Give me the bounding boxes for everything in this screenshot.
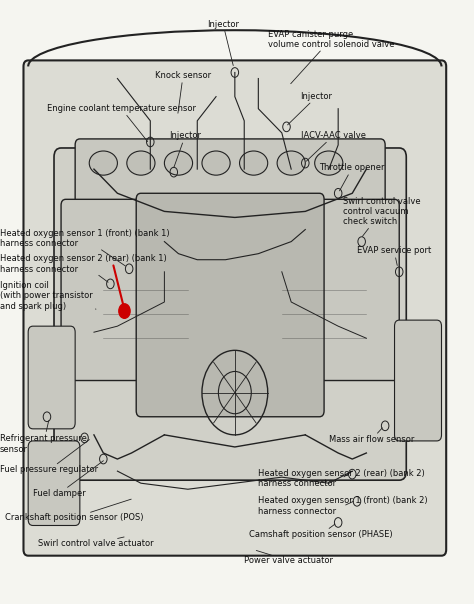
Text: Heated oxygen sensor 2 (rear) (bank 2)
harness connector: Heated oxygen sensor 2 (rear) (bank 2) h… <box>258 469 425 488</box>
Text: EVAP canister purge
volume control solenoid valve: EVAP canister purge volume control solen… <box>268 30 394 84</box>
Text: Heated oxygen sensor 1 (front) (bank 2)
harness connector: Heated oxygen sensor 1 (front) (bank 2) … <box>258 496 428 516</box>
Text: Swirl control valve actuator: Swirl control valve actuator <box>37 537 153 548</box>
Ellipse shape <box>315 151 343 175</box>
Text: Heated oxygen sensor 1 (front) (bank 1)
harness connector: Heated oxygen sensor 1 (front) (bank 1) … <box>0 229 170 266</box>
Text: Throttle opener: Throttle opener <box>319 164 385 191</box>
Text: Ignition coil
(with power transistor
and spark plug): Ignition coil (with power transistor and… <box>0 281 96 311</box>
Ellipse shape <box>202 151 230 175</box>
Text: Camshaft position sensor (PHASE): Camshaft position sensor (PHASE) <box>249 524 392 539</box>
Ellipse shape <box>239 151 268 175</box>
Text: Fuel damper: Fuel damper <box>33 461 103 498</box>
Ellipse shape <box>127 151 155 175</box>
FancyBboxPatch shape <box>75 139 385 248</box>
FancyBboxPatch shape <box>394 320 441 441</box>
FancyBboxPatch shape <box>28 326 75 429</box>
Text: Injector: Injector <box>169 132 201 168</box>
Text: Knock sensor: Knock sensor <box>155 71 211 113</box>
Ellipse shape <box>89 151 118 175</box>
Text: Heated oxygen sensor 2 (rear) (bank 1)
harness connector: Heated oxygen sensor 2 (rear) (bank 1) h… <box>0 254 167 282</box>
Text: Injector: Injector <box>207 20 239 66</box>
FancyBboxPatch shape <box>61 199 183 381</box>
Text: Mass air flow sensor: Mass air flow sensor <box>329 428 414 444</box>
Text: Engine coolant temperature sensor: Engine coolant temperature sensor <box>47 104 196 141</box>
Text: Refrigerant pressure
sensor: Refrigerant pressure sensor <box>0 420 87 454</box>
Ellipse shape <box>164 151 192 175</box>
Ellipse shape <box>277 151 305 175</box>
Text: Injector: Injector <box>288 92 333 125</box>
Text: Fuel pressure regulator: Fuel pressure regulator <box>0 440 98 474</box>
FancyBboxPatch shape <box>277 199 399 381</box>
Text: Power valve actuator: Power valve actuator <box>244 550 333 565</box>
Text: EVAP service port: EVAP service port <box>357 246 431 266</box>
FancyBboxPatch shape <box>24 60 446 556</box>
FancyBboxPatch shape <box>54 148 406 480</box>
FancyBboxPatch shape <box>136 193 324 417</box>
Text: Crankshaft position sensor (POS): Crankshaft position sensor (POS) <box>5 499 143 522</box>
Text: IACV-AAC valve: IACV-AAC valve <box>301 132 365 161</box>
Text: Swirl control valve
control vacuum
check switch: Swirl control valve control vacuum check… <box>343 196 420 236</box>
FancyBboxPatch shape <box>28 441 80 525</box>
Circle shape <box>119 304 130 318</box>
